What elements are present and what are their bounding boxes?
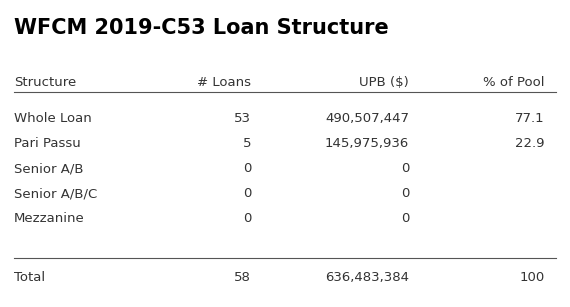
- Text: 0: 0: [243, 187, 251, 200]
- Text: Total: Total: [14, 270, 45, 284]
- Text: 0: 0: [401, 162, 409, 175]
- Text: 636,483,384: 636,483,384: [325, 270, 409, 284]
- Text: Mezzanine: Mezzanine: [14, 212, 85, 225]
- Text: 58: 58: [234, 270, 251, 284]
- Text: Whole Loan: Whole Loan: [14, 112, 92, 125]
- Text: Structure: Structure: [14, 76, 76, 89]
- Text: 0: 0: [243, 212, 251, 225]
- Text: 490,507,447: 490,507,447: [325, 112, 409, 125]
- Text: UPB ($): UPB ($): [360, 76, 409, 89]
- Text: 145,975,936: 145,975,936: [325, 137, 409, 150]
- Text: 22.9: 22.9: [515, 137, 545, 150]
- Text: Senior A/B: Senior A/B: [14, 162, 84, 175]
- Text: 0: 0: [243, 162, 251, 175]
- Text: # Loans: # Loans: [197, 76, 251, 89]
- Text: 100: 100: [519, 270, 545, 284]
- Text: 0: 0: [401, 187, 409, 200]
- Text: % of Pool: % of Pool: [483, 76, 545, 89]
- Text: 53: 53: [234, 112, 251, 125]
- Text: Pari Passu: Pari Passu: [14, 137, 81, 150]
- Text: 0: 0: [401, 212, 409, 225]
- Text: 5: 5: [243, 137, 251, 150]
- Text: Senior A/B/C: Senior A/B/C: [14, 187, 97, 200]
- Text: 77.1: 77.1: [515, 112, 545, 125]
- Text: WFCM 2019-C53 Loan Structure: WFCM 2019-C53 Loan Structure: [14, 18, 389, 38]
